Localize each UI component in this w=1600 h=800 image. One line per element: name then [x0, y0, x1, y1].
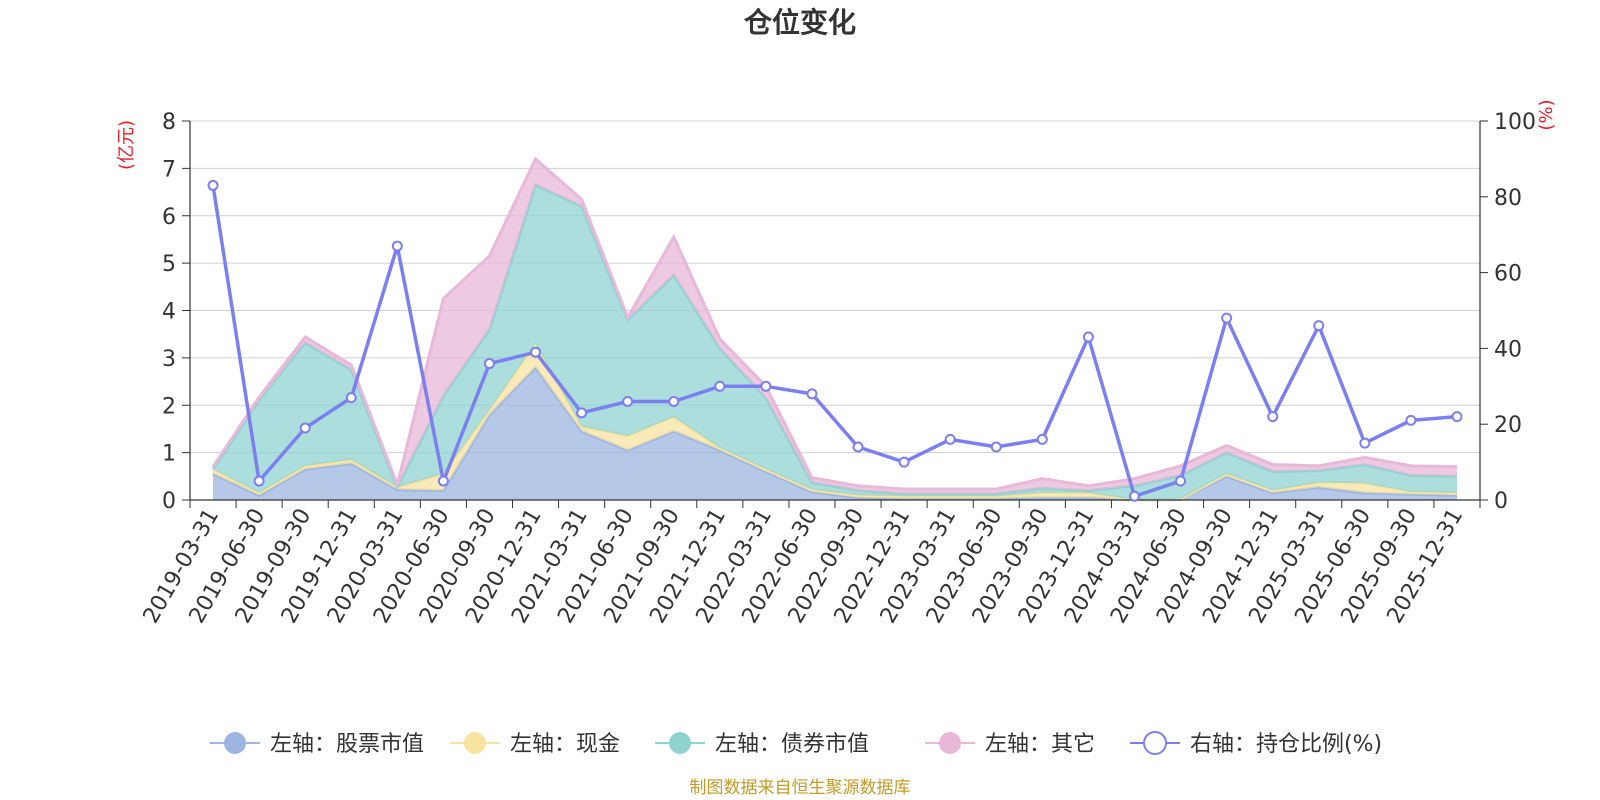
legend-marker [464, 732, 486, 754]
legend-label: 左轴：债券市值 [715, 732, 869, 757]
ratio-point [530, 346, 542, 358]
legend-marker [1143, 731, 1167, 755]
ratio-point [1128, 490, 1140, 502]
ratio-point [391, 240, 403, 252]
left-tick-label: 2 [162, 394, 176, 419]
ratio-point [990, 441, 1002, 453]
right-axis-unit: (%) [1536, 99, 1557, 130]
right-tick-label: 0 [1494, 489, 1508, 514]
left-tick-label: 5 [162, 252, 176, 277]
area-edge-左轴：其它 [211, 156, 1458, 491]
ratio-point [1036, 433, 1048, 445]
x-axis-ticks: 2019-03-312019-06-302019-09-302019-12-31… [139, 500, 1481, 628]
legend-label: 右轴：持仓比例(%) [1190, 732, 1382, 757]
ratio-line-series [207, 179, 1463, 502]
legend-marker [224, 732, 246, 754]
left-axis-ticks: 0 1 2 3 4 5 6 7 8 [162, 110, 190, 514]
area-edge-左轴：债券市值 [211, 182, 1458, 496]
ratio-point [622, 395, 634, 407]
left-tick-label: 7 [162, 157, 176, 182]
ratio-point [1313, 320, 1325, 332]
stacked-areas [211, 156, 1458, 502]
ratio-point [714, 380, 726, 392]
ratio-point [852, 441, 864, 453]
legend-marker [939, 732, 961, 754]
right-axis-ticks: 0 20 40 60 80 100 [1480, 110, 1536, 514]
data-source-note: 制图数据来自恒生聚源数据库 [690, 778, 911, 798]
ratio-point [1451, 411, 1463, 423]
chart-title: 仓位变化 [744, 6, 856, 39]
legend-item-右轴：持仓比例(%): 右轴：持仓比例(%) [1130, 731, 1382, 757]
area-左轴：股票市值 [213, 367, 1457, 500]
ratio-point [1359, 437, 1371, 449]
legend-label: 左轴：现金 [510, 732, 620, 757]
legend-item-左轴：债券市值: 左轴：债券市值 [655, 732, 869, 757]
legend-item-左轴：现金: 左轴：现金 [450, 732, 620, 757]
ratio-point [1082, 331, 1094, 343]
area-左轴：现金 [213, 343, 1457, 500]
legend-item-左轴：其它: 左轴：其它 [925, 732, 1095, 757]
legend-label: 左轴：其它 [985, 732, 1095, 757]
ratio-point [576, 407, 588, 419]
ratio-point [345, 392, 357, 404]
ratio-point [1267, 411, 1279, 423]
ratio-point [207, 179, 219, 191]
ratio-point [1405, 414, 1417, 426]
ratio-point [760, 380, 772, 392]
ratio-point [1221, 312, 1233, 324]
ratio-point [944, 433, 956, 445]
ratio-point [299, 422, 311, 434]
ratio-point [483, 358, 495, 370]
ratio-point [668, 395, 680, 407]
right-tick-label: 40 [1494, 337, 1522, 362]
area-左轴：其它 [213, 158, 1457, 494]
right-tick-label: 80 [1494, 186, 1522, 211]
legend-label: 左轴：股票市值 [270, 732, 424, 757]
ratio-line [211, 185, 1458, 498]
left-axis-unit: (亿元) [116, 120, 137, 170]
right-tick-label: 60 [1494, 262, 1522, 287]
left-tick-label: 8 [162, 110, 176, 135]
ratio-point [437, 475, 449, 487]
left-tick-label: 0 [162, 489, 176, 514]
left-tick-label: 1 [162, 442, 176, 467]
legend-marker [669, 732, 691, 754]
left-tick-label: 6 [162, 205, 176, 230]
left-tick-label: 4 [162, 300, 176, 325]
ratio-point [1175, 475, 1187, 487]
right-tick-label: 20 [1494, 413, 1522, 438]
ratio-point [806, 388, 818, 400]
grid-lines [190, 120, 1480, 454]
right-tick-label: 100 [1494, 110, 1536, 135]
legend-item-左轴：股票市值: 左轴：股票市值 [210, 732, 424, 757]
ratio-point [898, 456, 910, 468]
legend: 左轴：股票市值 左轴：现金 左轴：债券市值 左轴：其它 右轴：持仓比例(%) [210, 731, 1382, 757]
area-左轴：债券市值 [213, 185, 1457, 500]
ratio-point [253, 475, 265, 487]
left-tick-label: 3 [162, 347, 176, 372]
